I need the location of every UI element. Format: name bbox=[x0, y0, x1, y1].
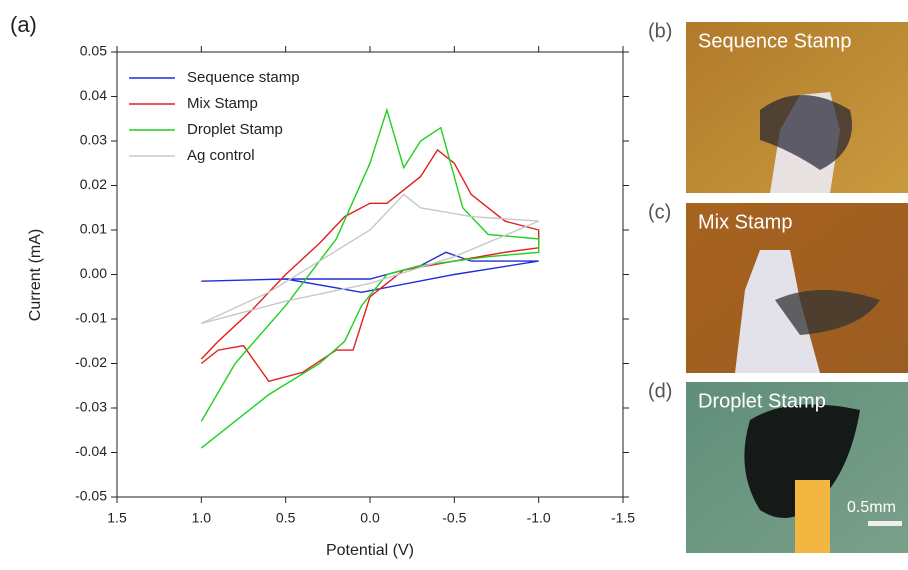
x-axis-label: Potential (V) bbox=[326, 542, 414, 559]
y-tick-label: 0.03 bbox=[80, 132, 107, 148]
panel-label: (a) bbox=[10, 12, 37, 37]
series-line bbox=[200, 107, 540, 449]
photo-caption: Droplet Stamp bbox=[698, 390, 826, 412]
y-tick-label: 0.02 bbox=[80, 176, 107, 192]
photo-detail bbox=[795, 480, 830, 553]
y-tick-label: -0.01 bbox=[75, 310, 107, 326]
legend-label: Droplet Stamp bbox=[187, 121, 283, 138]
y-tick-label: -0.05 bbox=[75, 488, 107, 504]
x-tick-label: -0.5 bbox=[442, 510, 466, 526]
x-tick-label: 0.0 bbox=[360, 510, 380, 526]
x-tick-label: 1.5 bbox=[107, 510, 127, 526]
x-tick-label: -1.5 bbox=[611, 510, 635, 526]
panel-group: (b) Sequence Stamp (c) Mix Stamp (d) Droplet … bbox=[648, 20, 851, 412]
photo-detail bbox=[744, 404, 860, 518]
y-tick-label: -0.02 bbox=[75, 354, 107, 370]
plot-frame bbox=[116, 51, 624, 498]
photo-detail bbox=[760, 95, 852, 170]
x-tick-label: 1.0 bbox=[192, 510, 212, 526]
y-tick-label: 0.04 bbox=[80, 87, 107, 103]
legend-label: Ag control bbox=[187, 147, 255, 164]
x-tick-label: -1.0 bbox=[527, 510, 551, 526]
legend-label: Sequence stamp bbox=[187, 69, 300, 86]
y-tick-label: 0.05 bbox=[80, 43, 107, 59]
y-tick-label: -0.03 bbox=[75, 399, 107, 415]
scale-bar bbox=[868, 521, 902, 526]
y-tick-label: 0.00 bbox=[80, 265, 107, 281]
panel-label: (b) bbox=[648, 20, 672, 42]
series-line bbox=[201, 251, 539, 294]
series-line bbox=[200, 148, 540, 383]
photo-caption: Sequence Stamp bbox=[698, 30, 851, 52]
legend-label: Mix Stamp bbox=[187, 95, 258, 112]
photo-detail bbox=[775, 290, 880, 335]
y-tick-label: -0.04 bbox=[75, 443, 107, 459]
photo-caption: Mix Stamp bbox=[698, 211, 792, 233]
panel-label: (c) bbox=[648, 201, 671, 223]
y-tick-label: 0.01 bbox=[80, 221, 107, 237]
panel-label: (d) bbox=[648, 380, 672, 402]
x-tick-label: 0.5 bbox=[276, 510, 296, 526]
photo-detail bbox=[735, 250, 820, 373]
y-axis-label: Current (mA) bbox=[27, 229, 44, 321]
series-line bbox=[201, 193, 539, 325]
scale-bar-label: 0.5mm bbox=[847, 499, 896, 516]
